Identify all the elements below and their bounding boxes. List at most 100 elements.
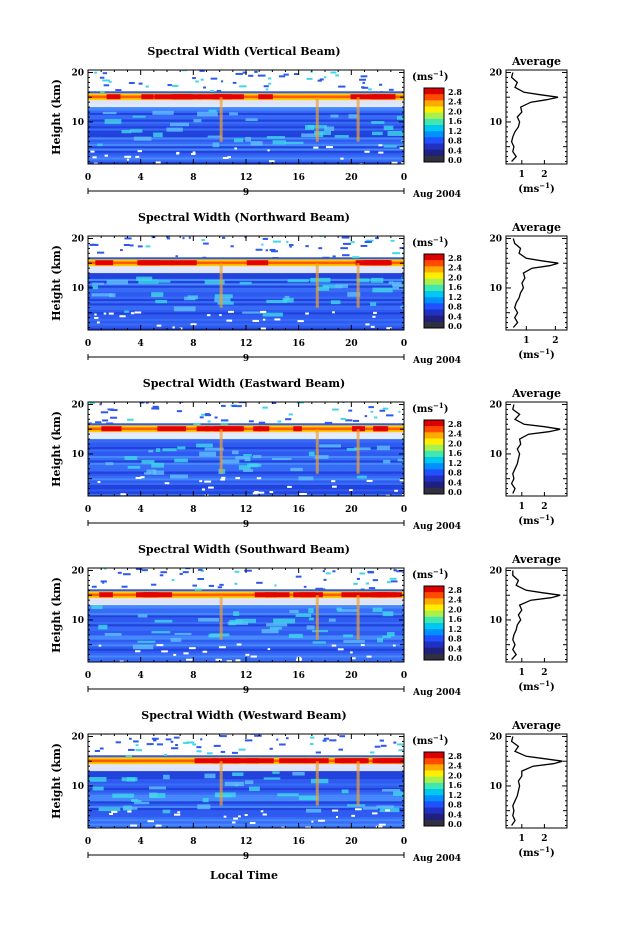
heatmap-cell bbox=[340, 247, 348, 250]
colorbar-unit: (ms−1) bbox=[412, 69, 448, 83]
colorbar-swatch bbox=[424, 272, 444, 280]
heatmap-cell bbox=[386, 327, 392, 330]
heatmap-cell bbox=[192, 743, 197, 746]
heatmap-cell bbox=[272, 771, 280, 774]
heatmap-cell bbox=[391, 161, 398, 164]
heatmap-cell bbox=[312, 641, 326, 644]
heatmap-layer bbox=[88, 309, 404, 313]
heatmap-cell bbox=[119, 315, 126, 318]
heatmap-cell bbox=[352, 256, 360, 259]
heatmap-cell bbox=[325, 731, 333, 733]
colorbar-tick: 0.0 bbox=[448, 155, 462, 165]
heatmap-layer bbox=[88, 115, 404, 118]
heatmap-cell bbox=[99, 747, 104, 750]
heatmap-cell bbox=[260, 327, 266, 330]
heatmap-layer bbox=[88, 274, 404, 277]
heatmap-cell bbox=[352, 426, 366, 432]
colorbar-tick: 2.8 bbox=[448, 585, 462, 595]
tropopause-core bbox=[88, 261, 404, 265]
heatmap-cell bbox=[91, 293, 113, 297]
heatmap-cell bbox=[205, 426, 225, 432]
heatmap-layer bbox=[88, 650, 404, 654]
heatmap-streak bbox=[315, 429, 319, 474]
heatmap-cell bbox=[373, 426, 389, 432]
heatmap-cell bbox=[149, 793, 166, 799]
heatmap-streak bbox=[315, 263, 319, 308]
heatmap-cell bbox=[303, 585, 307, 588]
heatmap-cell bbox=[323, 737, 330, 740]
heatmap-cell bbox=[234, 570, 240, 573]
avg-x-tick-label: 2 bbox=[541, 668, 547, 678]
heatmap-cell bbox=[126, 777, 136, 782]
heatmap-cell bbox=[134, 311, 142, 314]
average-title: Average bbox=[511, 55, 561, 68]
heatmap-cell bbox=[382, 407, 389, 410]
heatmap-cell bbox=[295, 575, 302, 578]
heatmap-cell bbox=[218, 646, 226, 649]
heatmap-cell bbox=[350, 94, 366, 100]
colorbar-unit-close: ) bbox=[444, 72, 449, 83]
heatmap-cell bbox=[201, 413, 209, 416]
heatmap-cell bbox=[353, 582, 358, 585]
heatmap-cell bbox=[101, 426, 122, 432]
heatmap-cell bbox=[130, 312, 135, 315]
colorbar-swatch bbox=[424, 592, 444, 599]
colorbar-tick: 2.8 bbox=[448, 419, 462, 429]
heatmap-cell bbox=[372, 607, 383, 612]
heatmap-cell bbox=[239, 85, 247, 88]
heatmap-cell bbox=[245, 118, 258, 122]
heatmap-cell bbox=[269, 160, 275, 163]
heatmap-cell bbox=[162, 448, 177, 452]
heatmap-cell bbox=[207, 135, 222, 138]
heatmap-layer bbox=[88, 819, 404, 822]
heatmap-cell bbox=[155, 260, 173, 266]
heatmap-cell bbox=[353, 592, 383, 598]
heatmap-cell bbox=[231, 405, 238, 408]
colorbar-swatch bbox=[424, 463, 444, 470]
heatmap-cell bbox=[197, 578, 205, 581]
heatmap-cell bbox=[208, 584, 215, 587]
heatmap-cell bbox=[382, 635, 391, 639]
x-tick-label: 12 bbox=[240, 505, 253, 515]
heatmap-layer bbox=[88, 276, 404, 279]
heatmap-cell bbox=[351, 731, 356, 733]
heatmap-cell bbox=[388, 88, 394, 91]
colorbar-swatch bbox=[424, 106, 444, 114]
heatmap-cell bbox=[289, 609, 299, 614]
heatmap-cell bbox=[92, 156, 97, 159]
heatmap-cell bbox=[262, 406, 268, 409]
heatmap-sparse bbox=[88, 568, 404, 590]
heatmap-cell bbox=[324, 76, 327, 79]
heatmap-cell bbox=[365, 323, 370, 326]
heatmap-cell bbox=[368, 406, 374, 409]
heatmap-cell bbox=[331, 644, 337, 647]
heatmap-cell bbox=[318, 247, 323, 250]
heatmap-cell bbox=[130, 824, 138, 827]
x-tick-label: 4 bbox=[138, 339, 144, 349]
heatmap-cell bbox=[305, 125, 315, 130]
heatmap-layer bbox=[88, 121, 404, 124]
heatmap-layer bbox=[88, 655, 404, 658]
heatmap-cell bbox=[220, 422, 229, 425]
heatmap-cell bbox=[378, 144, 383, 147]
heatmap-cell bbox=[167, 236, 170, 238]
heatmap-gap bbox=[88, 597, 404, 606]
heatmap-cell bbox=[171, 747, 179, 750]
heatmap-cell bbox=[151, 462, 165, 468]
heatmap-cell bbox=[174, 458, 188, 463]
heatmap-cell bbox=[351, 814, 355, 817]
heatmap-cell bbox=[171, 260, 197, 266]
heatmap-cell bbox=[401, 161, 404, 164]
heatmap-layer bbox=[88, 108, 404, 111]
heatmap-cell bbox=[200, 738, 203, 741]
colorbar-tick: 2.8 bbox=[448, 751, 462, 761]
heatmap bbox=[88, 236, 404, 330]
day-label: 9 bbox=[243, 188, 249, 198]
heatmap-cell bbox=[355, 260, 375, 266]
heatmap-cell bbox=[232, 81, 237, 84]
heatmap-cell bbox=[194, 758, 218, 764]
heatmap-cell bbox=[252, 319, 259, 322]
colorbar-frame bbox=[423, 751, 445, 827]
heatmap-cell bbox=[317, 286, 330, 291]
heatmap-cell bbox=[106, 94, 121, 100]
